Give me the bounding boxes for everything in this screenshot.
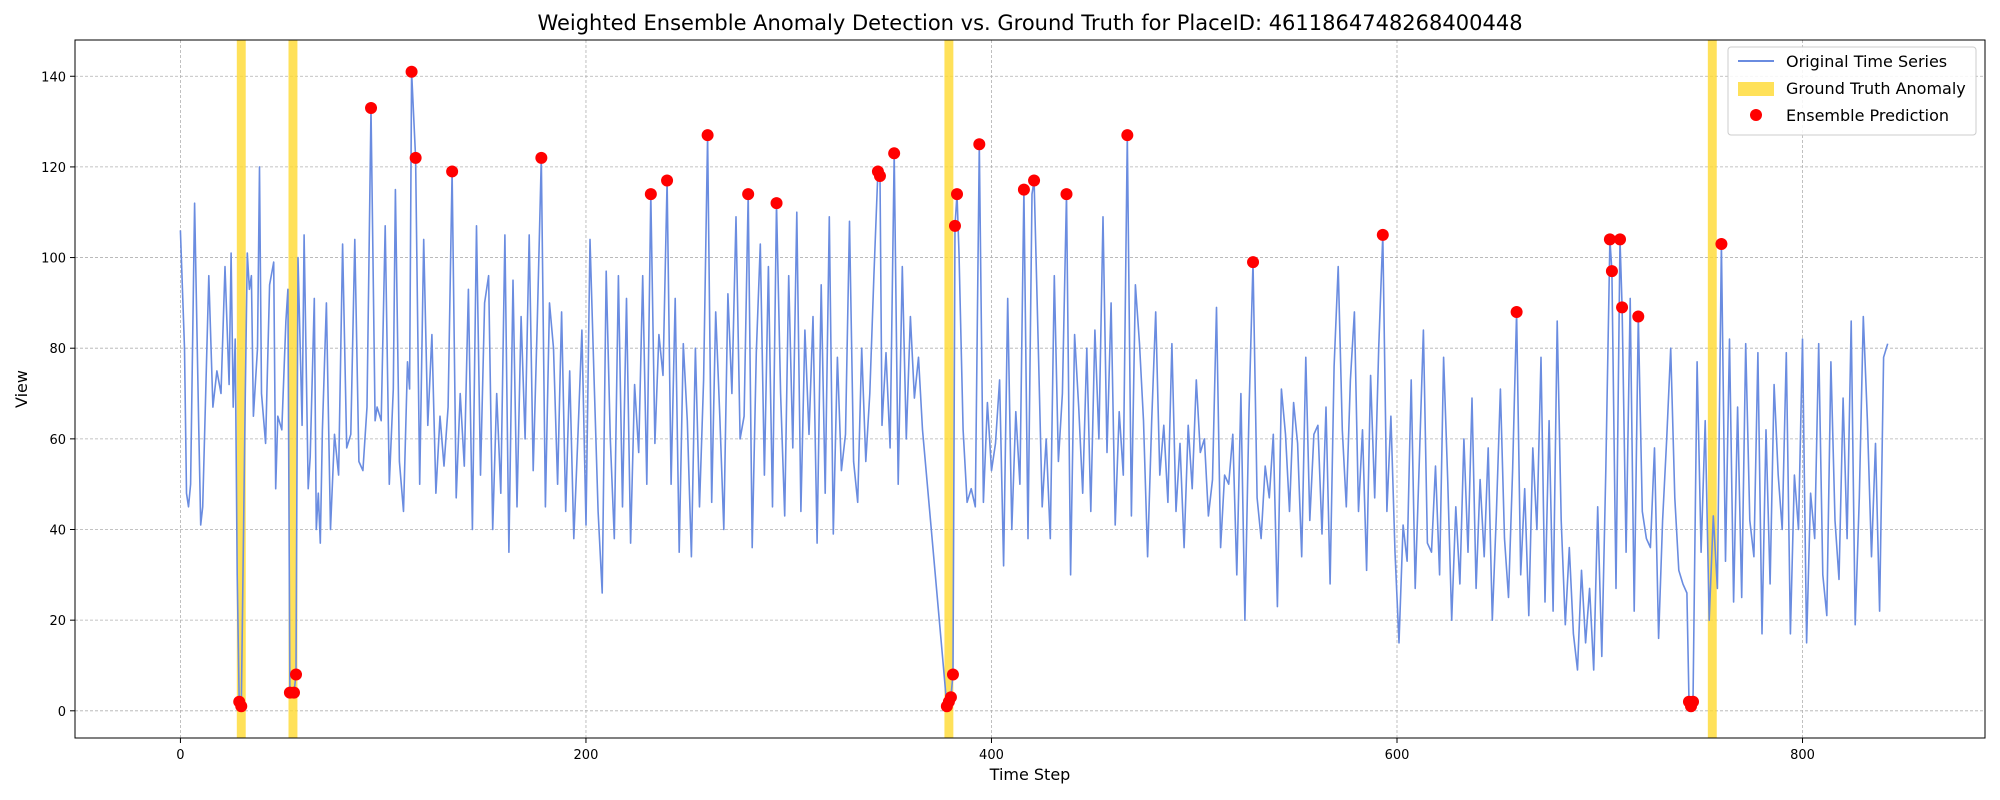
x-axis-label: Time Step — [989, 765, 1071, 784]
ground-truth-band — [236, 40, 246, 738]
prediction-point — [973, 138, 986, 151]
x-tick-label: 200 — [574, 748, 599, 763]
y-tick-label: 80 — [49, 342, 66, 357]
x-tick-label: 600 — [1385, 748, 1410, 763]
prediction-point — [944, 691, 957, 704]
y-tick-label: 20 — [49, 614, 66, 629]
prediction-point — [1632, 310, 1645, 323]
prediction-point — [951, 188, 964, 201]
prediction-point — [446, 165, 459, 178]
series-layer — [179, 70, 1889, 708]
prediction-point — [1603, 233, 1616, 246]
prediction-point — [1376, 228, 1389, 241]
prediction-point — [948, 219, 961, 232]
x-tick-label: 800 — [1790, 748, 1815, 763]
series-line-original — [179, 70, 1889, 708]
y-tick-label: 40 — [49, 524, 66, 539]
prediction-point — [405, 65, 418, 78]
prediction-point — [287, 686, 300, 699]
y-axis-label: View — [12, 370, 31, 408]
prediction-point — [946, 668, 959, 681]
prediction-point — [1605, 265, 1618, 278]
ground-truth-band — [288, 40, 298, 738]
ground-truth-bands — [236, 40, 1717, 738]
legend-series-label: Original Time Series — [1786, 52, 1947, 71]
prediction-points — [233, 65, 1728, 713]
prediction-point — [290, 668, 303, 681]
prediction-point — [1060, 188, 1073, 201]
ticks: 0 200 400 600 800 0 20 40 60 80 100 120 140 — [41, 70, 1815, 763]
prediction-point — [888, 147, 901, 160]
x-tick-label: 0 — [176, 748, 184, 763]
x-tick-label: 400 — [979, 748, 1004, 763]
prediction-point — [644, 188, 657, 201]
prediction-point — [1017, 183, 1030, 196]
legend-frame — [1727, 46, 1977, 136]
y-tick-label: 140 — [41, 70, 66, 85]
legend-prediction-swatch — [1750, 109, 1762, 121]
legend-prediction-label: Ensemble Prediction — [1786, 106, 1949, 125]
legend: Original Time Series Ground Truth Anomal… — [1727, 46, 1977, 136]
prediction-point — [873, 169, 886, 182]
prediction-point — [1121, 129, 1134, 142]
prediction-point — [742, 188, 755, 201]
prediction-point — [1715, 237, 1728, 250]
prediction-point — [235, 700, 248, 713]
legend-ground-truth-swatch — [1738, 82, 1774, 96]
prediction-point — [701, 129, 714, 142]
prediction-point — [365, 101, 378, 114]
prediction-point — [770, 197, 783, 210]
y-tick-label: 100 — [41, 252, 66, 267]
y-tick-label: 60 — [49, 433, 66, 448]
ground-truth-band — [1707, 40, 1717, 738]
y-tick-label: 0 — [58, 705, 66, 720]
legend-ground-truth-label: Ground Truth Anomaly — [1786, 79, 1966, 98]
prediction-point — [1616, 301, 1629, 314]
plot-frame — [74, 39, 1986, 739]
prediction-point — [535, 151, 548, 164]
prediction-point — [1687, 695, 1700, 708]
prediction-point — [409, 151, 422, 164]
chart-title: Weighted Ensemble Anomaly Detection vs. … — [537, 11, 1522, 35]
y-tick-label: 120 — [41, 161, 66, 176]
ground-truth-band — [944, 40, 954, 738]
prediction-point — [1247, 256, 1260, 269]
prediction-point — [1510, 305, 1523, 318]
prediction-point — [661, 174, 674, 187]
prediction-point — [1028, 174, 1041, 187]
prediction-point — [1614, 233, 1627, 246]
